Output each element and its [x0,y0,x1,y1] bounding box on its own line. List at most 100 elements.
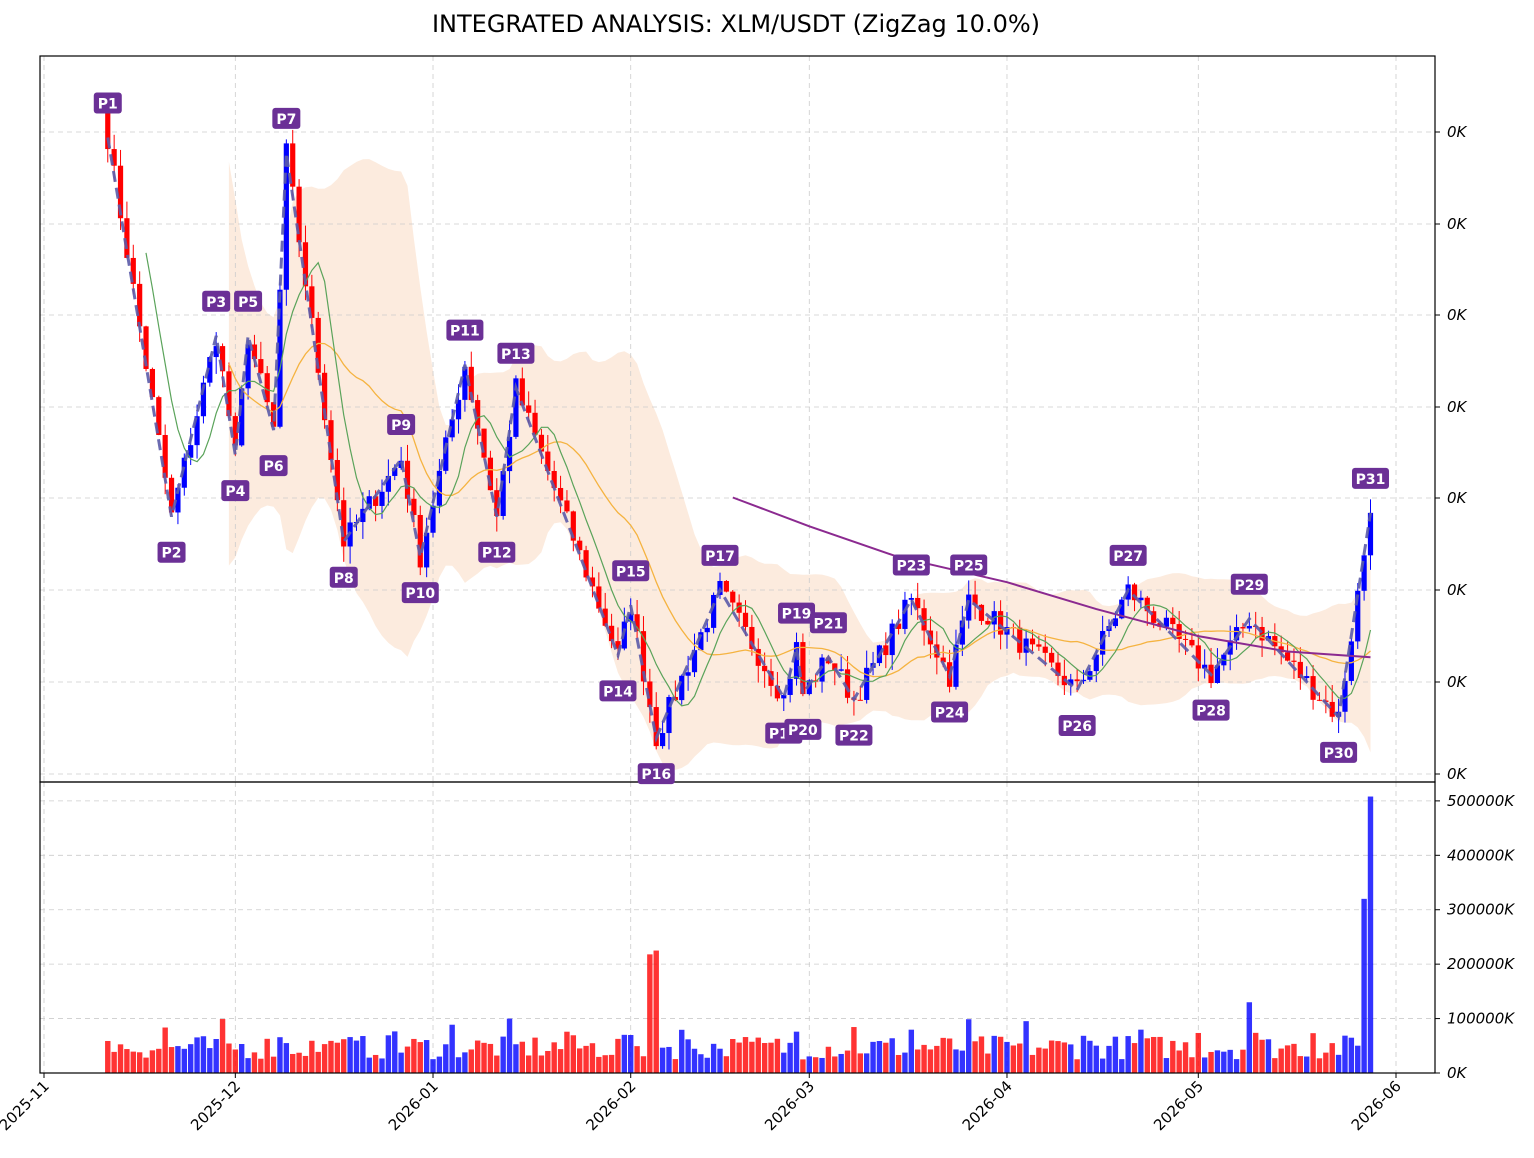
volume-bar [494,1055,500,1073]
volume-bar [564,1031,570,1073]
volume-bar [1036,1047,1042,1073]
volume-bar [698,1054,704,1073]
volume-bar [1323,1052,1329,1073]
volume-y-axis: 0K 100000K 200000K 300000K 400000K 500000K [1435,792,1515,1082]
ma-long-line [732,496,1371,659]
candle-body [519,378,525,406]
pivot-label-box [272,107,301,129]
volume-bar [1080,1035,1087,1073]
volume-bar [1278,1048,1284,1073]
volume-bar [602,1055,608,1073]
volume-bar [666,1046,672,1073]
pivot-label-box [784,718,822,740]
volume-bar [417,1042,423,1073]
volume-bar [781,1052,787,1073]
volume-bar [500,1036,506,1073]
volume-bar [124,1049,130,1073]
candle-body [194,416,200,446]
volume-bar [309,1040,315,1073]
volume-bar [1240,1049,1246,1073]
pivot-label: P9 [391,418,411,434]
volume-bar [1201,1057,1208,1073]
candle-body [290,143,296,187]
volume-bar [270,1056,277,1073]
pivot-label-box [387,413,416,435]
volume-bar [347,1037,353,1073]
candle-body [411,498,417,515]
volume-bar [194,1037,200,1073]
candle-body [239,388,245,446]
date-tick-label: 2026-05 [1150,1077,1207,1134]
volume-bar [997,1036,1004,1073]
volume-bar [914,1049,921,1073]
volume-bar [647,954,653,1073]
volume-bar [207,1048,213,1073]
candle-body [417,514,423,568]
volume-bar [851,1027,857,1073]
price-tick-label: 0K [1447,489,1468,507]
volume-bar [283,1043,290,1073]
volume-bar [640,1056,647,1073]
volume-bar [761,1043,768,1073]
volume-bar [895,1054,902,1073]
volume-bar [1265,1039,1272,1073]
candle-body [200,382,207,417]
date-tick-label: 2026-02 [582,1077,639,1134]
volume-bars [105,796,1374,1073]
candle-body [513,378,519,437]
pivot-label: P23 [896,559,926,575]
pivot-label-box [892,554,930,576]
pivot-label-box [497,342,535,364]
volume-grid [40,782,1435,1074]
candle-body [137,283,143,327]
price-tick-label: 0K [1447,306,1468,324]
pivot-label-box [202,290,231,312]
volume-bar [1157,1036,1163,1073]
volume-bar [525,1055,532,1073]
pivot-label-box [478,541,516,563]
candle-body [1080,679,1087,682]
candle-body [532,412,538,435]
volume-bar [1087,1040,1093,1073]
bollinger-band-area [228,159,1371,770]
pivot-label-box [1058,714,1096,736]
volume-bar [117,1044,124,1073]
candle-body [1329,701,1335,717]
pivot-label: P11 [450,324,480,340]
candle-body [781,694,787,699]
volume-bar [883,1042,889,1073]
pivot-label-box [835,724,873,746]
candle-body [774,685,780,699]
candle-body [455,399,462,420]
volume-bar [966,1019,972,1073]
date-tick-label: 2026-01 [385,1077,442,1134]
volume-bar [187,1044,194,1073]
candle-body [819,657,825,682]
volume-bar [1131,1043,1138,1073]
candle-body [959,620,965,645]
volume-bar [136,1052,143,1073]
volume-bar [321,1044,328,1073]
candle-body [328,420,334,461]
candle-body [647,681,653,708]
volume-bar [1214,1050,1221,1073]
volume-bar [621,1034,628,1073]
volume-bar [462,1052,468,1073]
candle-body [1348,641,1354,681]
candle-body [1151,611,1157,623]
candle-body [360,508,366,523]
volume-bar [704,1057,710,1073]
candle-body [698,632,704,651]
candle-body [149,368,156,398]
candle-body [1316,699,1323,701]
pivot-label-box [401,582,439,604]
volume-bar [1163,1058,1170,1073]
candle-body [1355,590,1361,642]
candle-body [1284,652,1291,661]
candle-body [462,366,468,400]
candle-body [309,286,315,318]
candle-body [1182,638,1189,640]
volume-bar [742,1037,749,1073]
volume-bar [379,1058,385,1073]
